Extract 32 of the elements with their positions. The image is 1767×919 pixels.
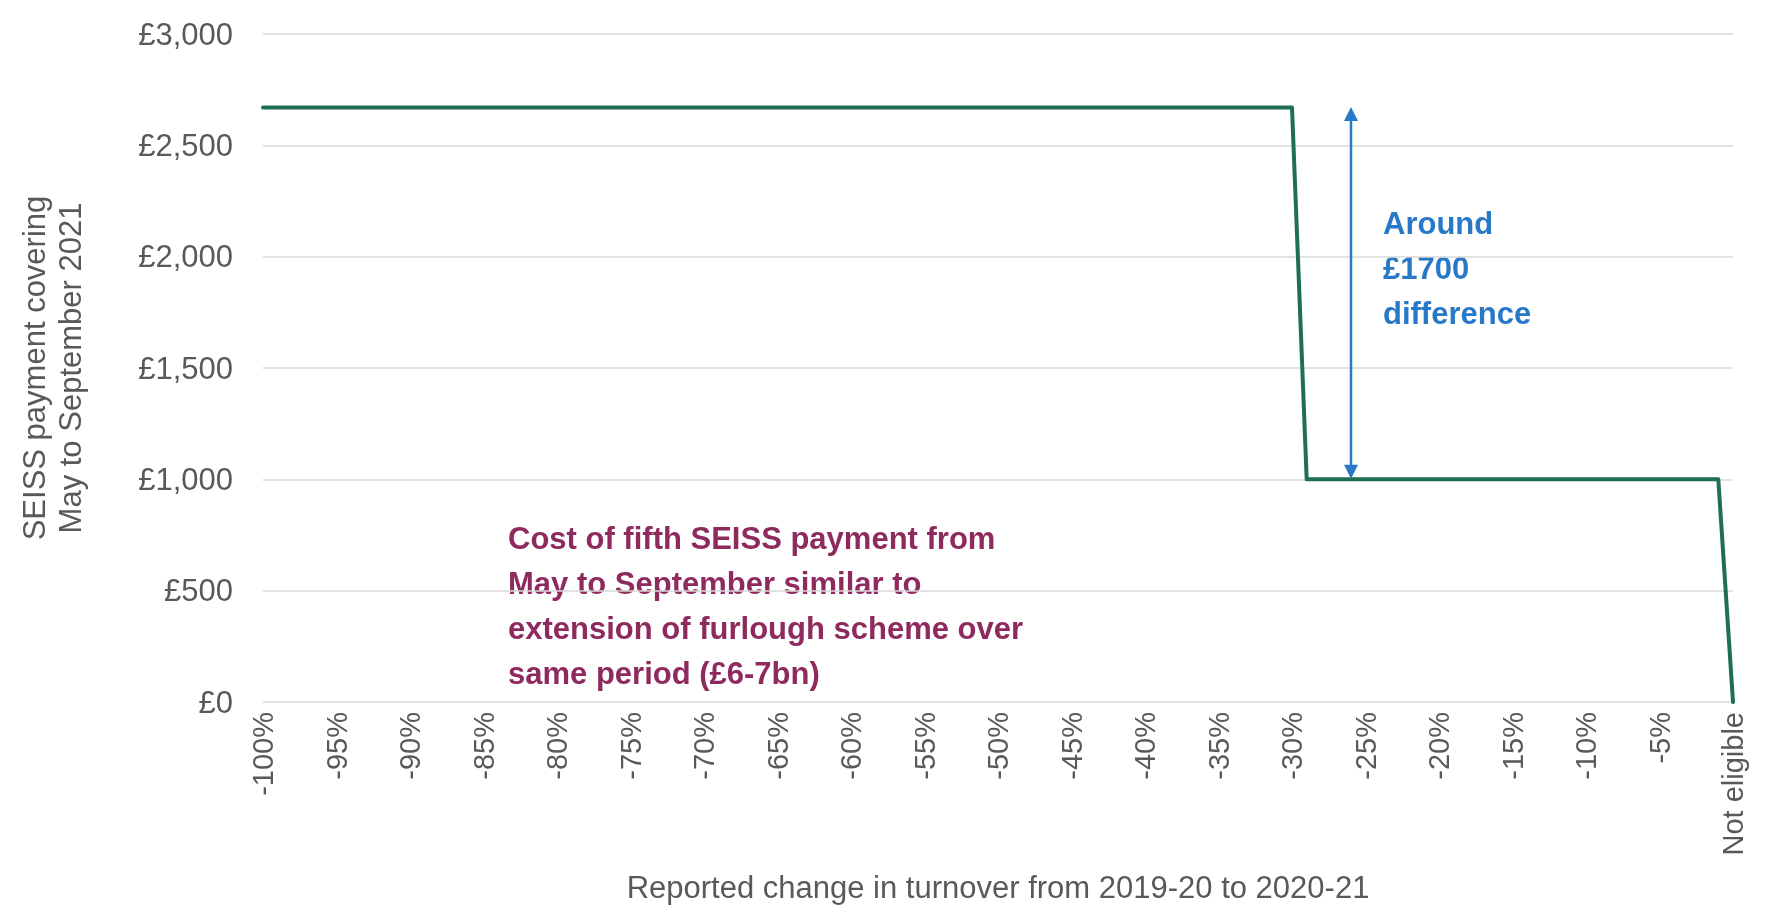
x-tick-label: -65%	[761, 712, 794, 780]
y-tick-label: £1,000	[138, 461, 233, 497]
y-tick-label: £2,500	[138, 127, 233, 163]
x-tick-label: -75%	[614, 712, 647, 780]
x-tick-label: -25%	[1349, 712, 1382, 780]
x-tick-label: -95%	[320, 712, 353, 780]
annotation: Around £1700 difference	[1383, 206, 1532, 331]
annotation: Cost of fifth SEISS payment from May to September similar to extension of furlough scheme over same period (£6-7bn)	[508, 521, 1032, 691]
x-tick-label: -50%	[982, 712, 1014, 780]
x-axis-title: Reported change in turnover from 2019-20 to 2020-21	[626, 870, 1370, 905]
y-tick-label: £1,500	[138, 350, 233, 386]
x-tick-label: -5%	[1643, 712, 1676, 764]
x-tick-label: -30%	[1276, 712, 1308, 780]
x-tick-label: -70%	[688, 712, 720, 780]
y-tick-label: £0	[198, 684, 233, 720]
x-tick-label: -90%	[394, 712, 426, 780]
x-tick-label: -45%	[1055, 712, 1088, 780]
x-tick-label: -60%	[835, 712, 867, 780]
x-tick-label: -85%	[467, 712, 500, 780]
x-tick-label: -35%	[1202, 712, 1235, 780]
x-tick-label: -55%	[908, 712, 941, 780]
y-tick-label: £500	[164, 573, 233, 609]
x-tick-label: -15%	[1496, 712, 1529, 780]
x-tick-label: -100%	[247, 712, 279, 796]
y-axis-title: SEISS payment covering May to September 2021	[16, 195, 88, 541]
x-tick-label: -80%	[541, 712, 573, 780]
x-tick-label: -40%	[1129, 712, 1161, 780]
y-tick-label: £3,000	[138, 16, 233, 52]
y-tick-label: £2,000	[138, 239, 233, 275]
x-tick-label: -20%	[1423, 712, 1455, 780]
x-tick-label: Not eligible	[1717, 712, 1749, 856]
x-tick-label: -10%	[1570, 712, 1602, 780]
